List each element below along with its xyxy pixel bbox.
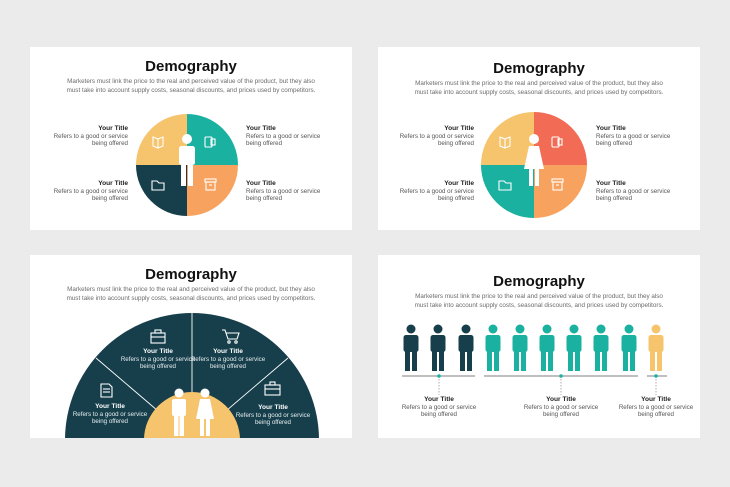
archive-box-icon xyxy=(204,178,217,191)
label-top-left: Your Title Refers to a good or service be… xyxy=(399,125,474,148)
label-top-left: Your Title Refers to a good or service be… xyxy=(120,348,196,371)
female-person-icon xyxy=(196,388,214,436)
document-icon xyxy=(100,383,113,398)
pie-quadrant-top-left xyxy=(136,114,187,165)
person-icon-teal-4 xyxy=(566,324,582,371)
slide-title: Demography xyxy=(493,273,585,290)
shopping-cart-icon xyxy=(222,329,240,344)
archive-box-icon xyxy=(551,178,564,191)
inner-semicircle xyxy=(144,392,240,438)
slide-subtitle: Marketers must link the price to the rea… xyxy=(66,286,316,302)
briefcase-icon xyxy=(264,381,281,396)
label-top-right: Your Title Refers to a good or service be… xyxy=(596,125,671,148)
toolbox-icon xyxy=(150,329,166,344)
label-bottom-left: Your Title Refers to a good or service be… xyxy=(53,180,128,203)
label-bottom-right: Your Title Refers to a good or service be… xyxy=(246,180,321,203)
slide-subtitle: Marketers must link the price to the rea… xyxy=(66,78,316,94)
slide-title: Demography xyxy=(145,58,237,75)
marker-3 xyxy=(654,374,658,378)
folder-icon xyxy=(498,180,512,191)
slide-4: Demography Marketers must link the price… xyxy=(378,255,700,438)
slide-subtitle: Marketers must link the price to the rea… xyxy=(414,293,664,309)
label-left: Your Title Refers to a good or service be… xyxy=(72,403,148,426)
pie-chart xyxy=(481,112,587,218)
slide-1: Demography Marketers must link the price… xyxy=(30,47,352,230)
pie-chart xyxy=(136,114,238,216)
person-icon-navy-2 xyxy=(430,324,446,371)
mobile-icon xyxy=(551,136,563,148)
person-icon-navy-1 xyxy=(403,324,419,371)
female-person-icon xyxy=(524,134,544,186)
label-top-right: Your Title Refers to a good or service be… xyxy=(246,125,321,148)
timeline-markers xyxy=(437,374,658,378)
slide-2: Demography Marketers must link the price… xyxy=(378,47,700,230)
marker-1 xyxy=(437,374,441,378)
label-top-left: Your Title Refers to a good or service be… xyxy=(53,125,128,148)
slide-subtitle: Marketers must link the price to the rea… xyxy=(414,80,664,96)
people-row-diagram xyxy=(402,324,667,395)
label-2: Your Title Refers to a good or service be… xyxy=(523,396,599,419)
mobile-icon xyxy=(204,136,216,148)
slide-title: Demography xyxy=(145,266,237,283)
label-bottom-right: Your Title Refers to a good or service be… xyxy=(596,180,671,203)
folder-icon xyxy=(151,180,165,191)
person-icon-navy-3 xyxy=(458,324,474,371)
person-icon-yellow-1 xyxy=(648,324,664,371)
label-top-right: Your Title Refers to a good or service be… xyxy=(190,348,266,371)
person-icon-teal-6 xyxy=(621,324,637,371)
male-person-icon xyxy=(179,134,195,186)
person-icon-teal-3 xyxy=(539,324,555,371)
person-icon-teal-1 xyxy=(485,324,501,371)
label-bottom-left: Your Title Refers to a good or service be… xyxy=(399,180,474,203)
pie-quadrant-bottom-left xyxy=(481,165,534,218)
person-icon-teal-2 xyxy=(512,324,528,371)
book-icon xyxy=(152,136,164,149)
label-3: Your Title Refers to a good or service be… xyxy=(618,396,694,419)
semicircle-diagram xyxy=(65,313,319,438)
slide-title: Demography xyxy=(493,60,585,77)
person-icon-teal-5 xyxy=(593,324,609,371)
book-icon xyxy=(499,136,511,149)
timeline-connectors xyxy=(438,376,657,395)
label-right: Your Title Refers to a good or service be… xyxy=(235,404,311,427)
slide-3: Demography Marketers must link the price… xyxy=(30,255,352,438)
label-1: Your Title Refers to a good or service be… xyxy=(401,396,477,419)
male-person-icon xyxy=(172,388,186,436)
pie-quadrant-bottom-right xyxy=(534,165,587,218)
marker-2 xyxy=(559,374,563,378)
